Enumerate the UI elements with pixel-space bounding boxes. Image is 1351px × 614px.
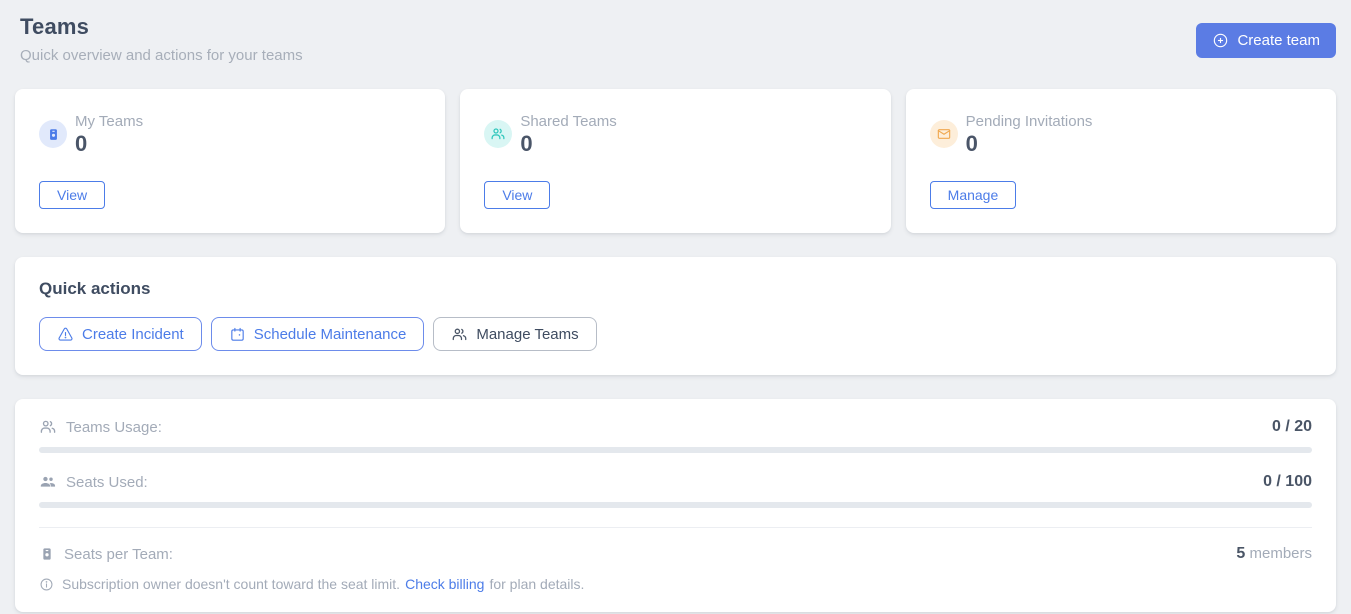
- seat-limit-note: Subscription owner doesn't count toward …: [39, 576, 1312, 592]
- create-team-button[interactable]: Create team: [1196, 23, 1336, 58]
- badge-icon: [39, 546, 55, 562]
- stat-value: 0: [520, 131, 533, 156]
- seats-used-label: Seats Used:: [66, 473, 148, 491]
- usage-card: Teams Usage: 0 / 20 Seats Used: 0 / 100: [15, 399, 1336, 612]
- create-incident-label: Create Incident: [82, 325, 184, 343]
- seats-per-team-row: Seats per Team: 5 members: [39, 545, 1312, 563]
- warning-triangle-icon: [57, 326, 74, 343]
- users-icon: [451, 326, 468, 343]
- schedule-maintenance-label: Schedule Maintenance: [253, 325, 407, 343]
- users-outline-icon: [39, 418, 57, 436]
- seats-used-progressbar: [39, 502, 1312, 508]
- seats-per-team-value: 5: [1236, 545, 1246, 562]
- teams-usage-row: Teams Usage: 0 / 20: [39, 418, 1312, 436]
- seats-used-value: 0 / 100: [1263, 473, 1312, 490]
- check-billing-link[interactable]: Check billing: [405, 576, 485, 592]
- quick-actions-card: Quick actions Create Incident: [15, 257, 1336, 375]
- stat-cards-row: My Teams 0 View Shared Teams 0 View: [15, 89, 1336, 233]
- quick-actions-row: Create Incident Schedule Maintenance: [39, 317, 1312, 351]
- seats-per-team-label: Seats per Team:: [64, 545, 173, 563]
- stat-value: 0: [75, 131, 88, 156]
- stat-label: Shared Teams: [520, 113, 617, 130]
- pending-invitations-card: Pending Invitations 0 Manage: [905, 89, 1336, 233]
- envelope-icon: [929, 120, 958, 148]
- manage-teams-button[interactable]: Manage Teams: [433, 317, 597, 351]
- pending-invitations-manage-button[interactable]: Manage: [929, 181, 1017, 209]
- page-header-text: Teams Quick overview and actions for you…: [20, 14, 303, 64]
- seat-limit-note-suffix: for plan details.: [489, 576, 585, 592]
- info-icon: [39, 577, 54, 592]
- create-incident-button[interactable]: Create Incident: [39, 317, 202, 351]
- stat-label: Pending Invitations: [965, 113, 1093, 130]
- teams-usage-value: 0 / 20: [1271, 418, 1312, 435]
- users-icon: [484, 120, 513, 148]
- stat-label: My Teams: [75, 113, 144, 130]
- shared-teams-card: Shared Teams 0 View: [460, 89, 891, 233]
- circle-plus-icon: [1212, 32, 1229, 49]
- usage-divider: [39, 527, 1312, 528]
- teams-usage-progressbar: [39, 447, 1312, 453]
- my-teams-card: My Teams 0 View: [15, 89, 446, 233]
- seats-per-team-unit: members: [1249, 545, 1312, 562]
- page-subtitle: Quick overview and actions for your team…: [20, 47, 303, 64]
- seats-used-row: Seats Used: 0 / 100: [39, 473, 1312, 491]
- create-team-button-label: Create team: [1237, 32, 1320, 49]
- stat-value: 0: [965, 131, 978, 156]
- my-teams-view-button[interactable]: View: [39, 181, 106, 209]
- calendar-icon: [229, 326, 246, 343]
- seat-limit-note-text: Subscription owner doesn't count toward …: [62, 576, 401, 592]
- schedule-maintenance-button[interactable]: Schedule Maintenance: [210, 317, 425, 351]
- quick-actions-heading: Quick actions: [39, 279, 151, 298]
- manage-teams-label: Manage Teams: [476, 325, 579, 343]
- page-header: Teams Quick overview and actions for you…: [0, 0, 1351, 64]
- teams-usage-label: Teams Usage:: [66, 418, 162, 436]
- page-title: Teams: [20, 14, 90, 39]
- shared-teams-view-button[interactable]: View: [484, 181, 551, 209]
- badge-icon: [39, 120, 67, 148]
- users-filled-icon: [39, 473, 57, 491]
